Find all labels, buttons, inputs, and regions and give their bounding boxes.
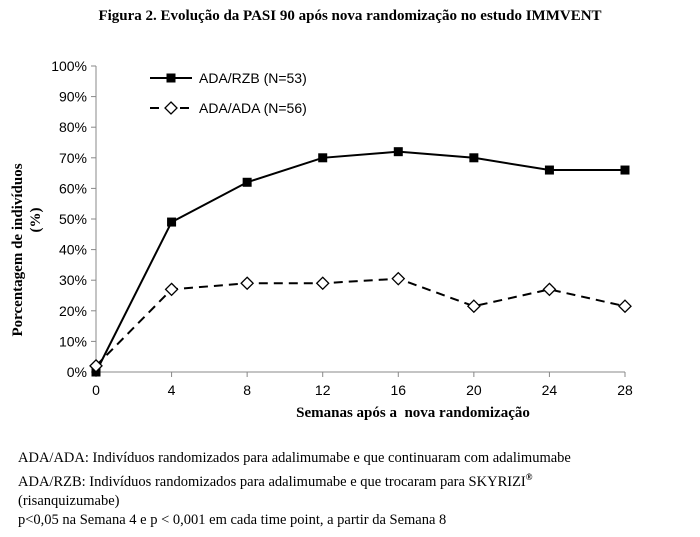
footnote-ada-rzb-text: ADA/RZB: Indivíduos randomizados para ad…: [18, 473, 526, 490]
data-point: [618, 299, 632, 314]
y-tick-label: 100%: [51, 58, 87, 74]
footnote-ada-ada: ADA/ADA: Indivíduos randomizados para ad…: [18, 450, 571, 466]
y-tick-label: 20%: [59, 303, 87, 319]
footnote-p-values: p<0,05 na Semana 4 e p < 0,001 em cada t…: [18, 511, 447, 528]
series-ada-ada: [89, 271, 632, 373]
x-tick-label: 0: [92, 382, 100, 398]
data-point: [167, 217, 177, 227]
data-point: [466, 299, 481, 314]
figure-title: Figura 2. Evolução da PASI 90 após nova …: [98, 8, 602, 24]
x-tick-label: 4: [168, 382, 176, 398]
y-tick-label: 10%: [59, 333, 87, 349]
line-chart: Porcentagem de indivíduos (%) 0% 10% 20% 30…: [10, 58, 633, 421]
data-point: [315, 276, 330, 291]
data-point: [164, 282, 179, 297]
footnote-ada-rzb: ADA/RZB: Indivíduos randomizados para ad…: [18, 468, 700, 492]
legend-square-marker: [166, 73, 176, 83]
legend-label: ADA/RZB (N=53): [199, 70, 307, 86]
y-tick-label: 30%: [59, 272, 87, 288]
y-tick-label: 90%: [59, 89, 87, 105]
x-tick-label: 20: [466, 382, 482, 398]
data-point: [318, 153, 328, 163]
data-point: [391, 271, 406, 286]
series-ada-rzb: [91, 147, 630, 377]
series-line: [95, 277, 626, 367]
x-tick-label: 8: [243, 382, 251, 398]
data-point: [242, 177, 252, 187]
footnotes: ADA/ADA: Indivíduos randomizados para ad…: [18, 449, 700, 530]
y-tick-label: 60%: [59, 180, 87, 196]
y-tick-label: 70%: [59, 150, 87, 166]
legend-label: ADA/ADA (N=56): [199, 100, 307, 116]
series-line: [95, 150, 625, 373]
y-tick-label: 40%: [59, 242, 87, 258]
x-tick-label: 16: [390, 382, 406, 398]
data-point: [542, 282, 557, 297]
footnote-risankizumab: (risanquizumabe): [18, 492, 120, 509]
x-tick-label: 12: [315, 382, 331, 398]
x-tick-label: 24: [542, 382, 558, 398]
registered-mark: ®: [525, 472, 533, 482]
data-point: [240, 276, 255, 291]
y-tick-label: 50%: [59, 211, 87, 227]
y-axis-ticks: 0% 10% 20% 30% 40% 50% 60% 70% 80% 90% 100%: [51, 58, 96, 380]
x-axis-label: Semanas após a nova randomização: [296, 405, 530, 421]
y-axis-label-line1: Porcentagem de indivíduos: [10, 163, 26, 336]
legend: ADA/RZB (N=53) ADA/ADA (N=56): [150, 70, 307, 116]
legend-diamond-marker: [164, 101, 178, 115]
data-point: [469, 153, 479, 163]
data-point: [393, 147, 403, 157]
y-axis-label: Porcentagem de indivíduos (%): [10, 163, 44, 336]
data-point: [544, 165, 554, 175]
data-point: [620, 165, 630, 175]
series-group: [89, 147, 632, 377]
x-tick-label: 28: [617, 382, 633, 398]
y-axis-label-line2: (%): [28, 208, 44, 233]
data-point: [89, 358, 103, 373]
y-tick-label: 0%: [67, 364, 87, 380]
y-tick-label: 80%: [59, 119, 87, 135]
x-axis-ticks: 0 4 8 12 16 20 24 28: [92, 372, 633, 398]
